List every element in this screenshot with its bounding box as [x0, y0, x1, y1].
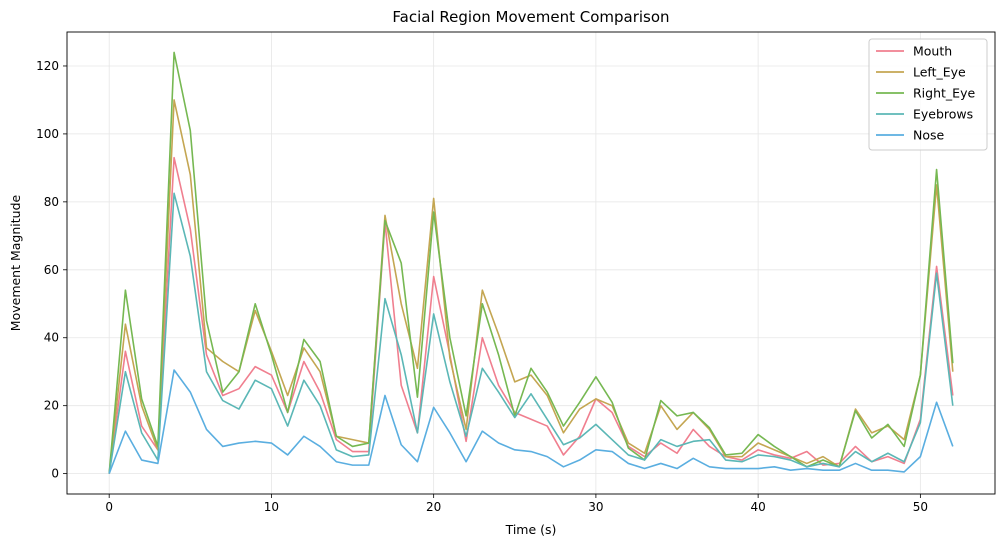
x-tick-label: 30: [588, 500, 603, 514]
y-tick-label: 100: [36, 127, 59, 141]
series-lines: [108, 51, 954, 474]
y-tick-label: 120: [36, 59, 59, 73]
legend-label-mouth: Mouth: [913, 44, 952, 59]
series-line-right-eye: [108, 51, 954, 474]
legend-label-eyebrows: Eyebrows: [913, 107, 973, 122]
plot-frame: [66, 31, 996, 495]
legend-label-right-eye: Right_Eye: [913, 86, 975, 101]
y-axis-label: Movement Magnitude: [8, 194, 23, 331]
chart-title: Facial Region Movement Comparison: [392, 8, 669, 26]
x-axis: 0 10 20 30 40 50: [105, 494, 928, 514]
x-tick-label: 40: [750, 500, 765, 514]
legend-label-nose: Nose: [913, 128, 945, 143]
y-axis: 0 20 40 60 80 100 120: [36, 59, 67, 481]
y-tick-label: 80: [44, 195, 59, 209]
x-tick-label: 20: [426, 500, 441, 514]
legend-box: [868, 38, 988, 151]
x-tick-label: 10: [264, 500, 279, 514]
y-tick-label: 20: [44, 399, 59, 413]
y-tick-label: 0: [51, 467, 59, 481]
legend: Mouth Left_Eye Right_Eye Eyebrows Nose: [868, 38, 988, 151]
series-line-mouth: [108, 156, 954, 474]
x-tick-label: 50: [913, 500, 928, 514]
x-tick-label: 0: [105, 500, 113, 514]
legend-label-left-eye: Left_Eye: [913, 65, 966, 80]
y-tick-label: 40: [44, 331, 59, 345]
x-axis-label: Time (s): [505, 522, 557, 537]
y-tick-label: 60: [44, 263, 59, 277]
series-line-left-eye: [108, 99, 954, 474]
series-line-nose: [108, 369, 954, 474]
series-line-eyebrows: [108, 192, 954, 474]
